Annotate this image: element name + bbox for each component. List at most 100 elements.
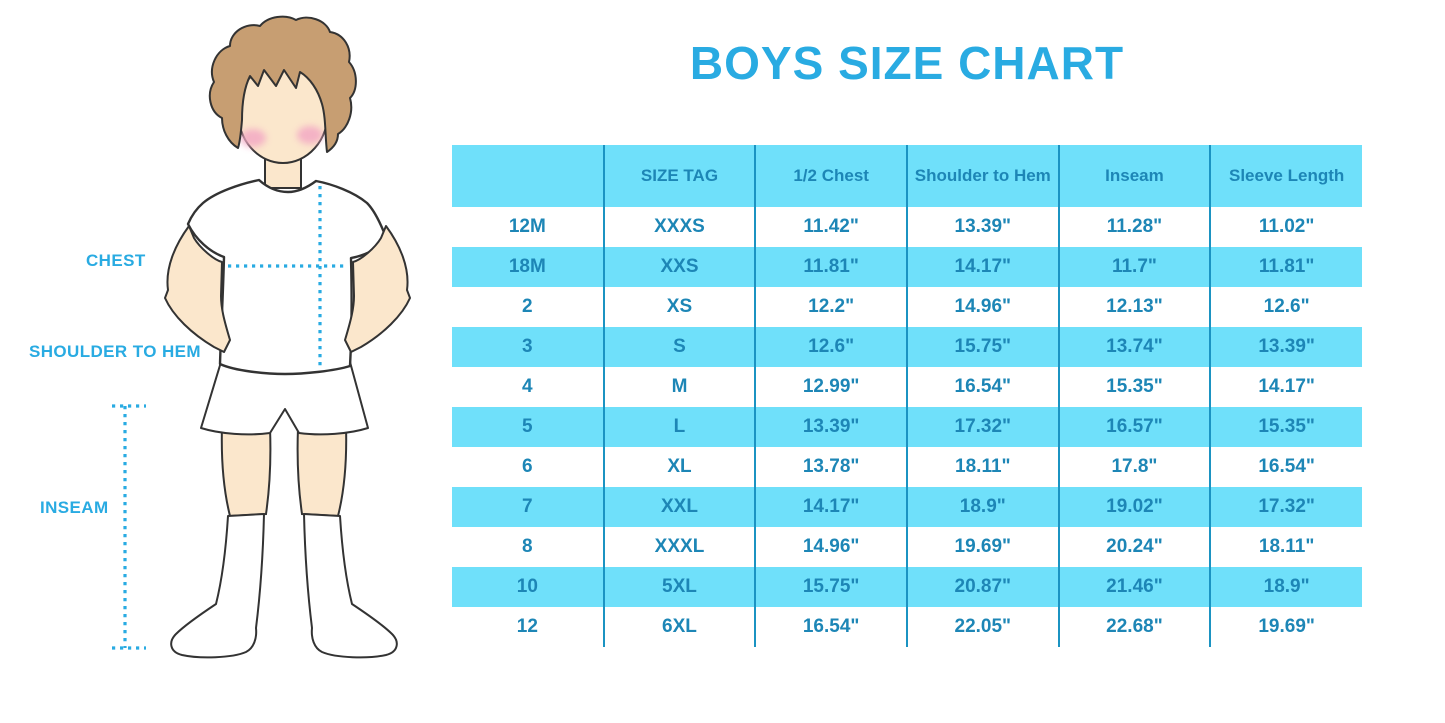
table-row: 8 XXXL 14.96" 19.69" 20.24" 18.11" — [452, 527, 1362, 567]
size-cell: 21.46" — [1057, 567, 1211, 607]
table-row: 18M XXS 11.81" 14.17" 11.7" 11.81" — [452, 247, 1362, 287]
table-row: 2 XS 12.2" 14.96" 12.13" 12.6" — [452, 287, 1362, 327]
boy-left-cheek — [240, 129, 266, 147]
size-cell: 20.87" — [905, 567, 1059, 607]
size-cell: 18.11" — [905, 447, 1059, 487]
size-cell: 18.9" — [905, 487, 1059, 527]
size-cell: S — [602, 327, 756, 367]
table-row: 3 S 12.6" 15.75" 13.74" 13.39" — [452, 327, 1362, 367]
boy-illustration — [112, 15, 411, 659]
size-row-label: 8 — [452, 527, 604, 567]
size-cell: 19.69" — [1209, 607, 1362, 647]
size-row-label: 2 — [452, 287, 604, 327]
boy-hair — [208, 15, 357, 153]
table-row: 12 6XL 16.54" 22.05" 22.68" 19.69" — [452, 607, 1362, 647]
table-row: 4 M 12.99" 16.54" 15.35" 14.17" — [452, 367, 1362, 407]
size-cell: XXXL — [602, 527, 756, 567]
size-row-label: 12 — [452, 607, 604, 647]
size-cell: 15.75" — [754, 567, 907, 607]
column-header — [452, 145, 604, 207]
size-cell: 6XL — [602, 607, 756, 647]
size-cell: 16.57" — [1057, 407, 1211, 447]
size-cell: 11.81" — [1209, 247, 1362, 287]
shoulder-to-hem-label: SHOULDER TO HEM — [29, 342, 201, 361]
size-cell: XXXS — [602, 207, 756, 247]
table-row: 12M XXXS 11.42" 13.39" 11.28" 11.02" — [452, 207, 1362, 247]
size-cell: 12.6" — [754, 327, 907, 367]
size-cell: 15.75" — [905, 327, 1059, 367]
column-header: Inseam — [1057, 145, 1211, 207]
table-row: 6 XL 13.78" 18.11" 17.8" 16.54" — [452, 447, 1362, 487]
size-cell: 12.2" — [754, 287, 907, 327]
size-cell: 19.69" — [905, 527, 1059, 567]
size-cell: 20.24" — [1057, 527, 1211, 567]
column-header: Shoulder to Hem — [905, 145, 1059, 207]
size-cell: 14.17" — [1209, 367, 1362, 407]
size-cell: 19.02" — [1057, 487, 1211, 527]
size-cell: 16.54" — [905, 367, 1059, 407]
column-header: SIZE TAG — [602, 145, 756, 207]
size-cell: 14.96" — [754, 527, 907, 567]
boy-right-cheek — [297, 126, 323, 144]
size-cell: L — [602, 407, 756, 447]
table-row: 7 XXL 14.17" 18.9" 19.02" 17.32" — [452, 487, 1362, 527]
measurement-figure: CHEST SHOULDER TO HEM INSEAM — [0, 0, 460, 723]
size-cell: 11.28" — [1057, 207, 1211, 247]
size-cell: 15.35" — [1209, 407, 1362, 447]
size-row-label: 18M — [452, 247, 604, 287]
size-cell: XL — [602, 447, 756, 487]
boy-right-arm — [344, 225, 411, 353]
size-cell: 18.9" — [1209, 567, 1362, 607]
size-row-label: 7 — [452, 487, 604, 527]
boy-shorts — [200, 361, 369, 436]
size-cell: XS — [602, 287, 756, 327]
size-cell: 12.6" — [1209, 287, 1362, 327]
size-cell: 12.13" — [1057, 287, 1211, 327]
size-cell: 16.54" — [754, 607, 907, 647]
size-cell: 15.35" — [1057, 367, 1211, 407]
size-table-body: 12M XXXS 11.42" 13.39" 11.28" 11.02" 18M XXS 11.… — [452, 207, 1362, 647]
size-cell: 17.32" — [1209, 487, 1362, 527]
size-cell: 13.39" — [754, 407, 907, 447]
page-title: BOYS SIZE CHART — [689, 37, 1125, 89]
column-header: Sleeve Length — [1209, 145, 1362, 207]
size-cell: 13.74" — [1057, 327, 1211, 367]
column-header: 1/2 Chest — [754, 145, 907, 207]
size-cell: 18.11" — [1209, 527, 1362, 567]
size-cell: 11.02" — [1209, 207, 1362, 247]
size-cell: 17.8" — [1057, 447, 1211, 487]
size-cell: 14.17" — [905, 247, 1059, 287]
size-cell: XXS — [602, 247, 756, 287]
size-cell: 13.39" — [905, 207, 1059, 247]
size-cell: 14.17" — [754, 487, 907, 527]
size-table-head-row: SIZE TAG 1/2 Chest Shoulder to Hem Inseam Sl… — [452, 145, 1362, 207]
size-cell: 5XL — [602, 567, 756, 607]
size-cell: XXL — [602, 487, 756, 527]
chest-label: CHEST — [86, 251, 146, 270]
size-cell: 11.42" — [754, 207, 907, 247]
boy-right-leg — [296, 424, 348, 518]
size-row-label: 4 — [452, 367, 604, 407]
size-table: SIZE TAG 1/2 Chest Shoulder to Hem Inseam Sl… — [452, 145, 1362, 647]
boy-left-arm — [164, 225, 231, 353]
size-cell: 12.99" — [754, 367, 907, 407]
boy-left-leg — [220, 424, 272, 518]
table-row: 10 5XL 15.75" 20.87" 21.46" 18.9" — [452, 567, 1362, 607]
size-cell: 17.32" — [905, 407, 1059, 447]
size-cell: 22.68" — [1057, 607, 1211, 647]
size-cell: 13.39" — [1209, 327, 1362, 367]
size-cell: 14.96" — [905, 287, 1059, 327]
size-row-label: 5 — [452, 407, 604, 447]
boy-right-sock — [303, 513, 398, 659]
size-row-label: 6 — [452, 447, 604, 487]
size-cell: 11.7" — [1057, 247, 1211, 287]
size-cell: 13.78" — [754, 447, 907, 487]
table-row: 5 L 13.39" 17.32" 16.57" 15.35" — [452, 407, 1362, 447]
boy-left-sock — [170, 513, 265, 659]
size-row-label: 10 — [452, 567, 604, 607]
size-row-label: 12M — [452, 207, 604, 247]
size-cell: 16.54" — [1209, 447, 1362, 487]
inseam-label: INSEAM — [40, 498, 109, 517]
size-cell: M — [602, 367, 756, 407]
